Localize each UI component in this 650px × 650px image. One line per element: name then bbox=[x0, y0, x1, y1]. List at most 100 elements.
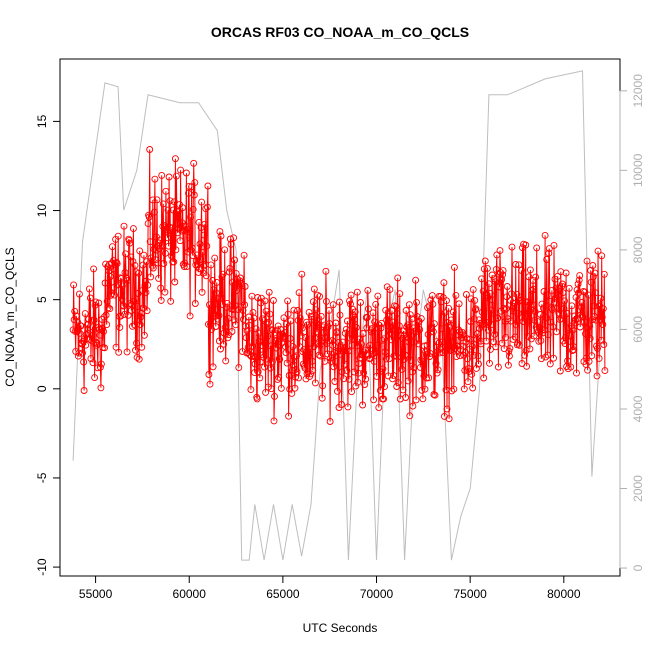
difference-point bbox=[410, 324, 417, 332]
difference-point bbox=[515, 261, 523, 269]
difference-point bbox=[254, 294, 262, 301]
difference-point bbox=[431, 391, 439, 399]
difference-point bbox=[116, 323, 124, 331]
difference-point bbox=[187, 213, 195, 221]
difference-point bbox=[546, 297, 554, 305]
difference-point bbox=[226, 264, 234, 272]
difference-point bbox=[554, 272, 562, 280]
difference-point bbox=[242, 334, 250, 342]
difference-point bbox=[136, 247, 144, 255]
difference-point bbox=[405, 301, 413, 309]
difference-point bbox=[433, 369, 441, 377]
difference-point bbox=[481, 257, 489, 265]
difference-point bbox=[171, 155, 179, 163]
difference-point bbox=[567, 363, 575, 371]
difference-point bbox=[295, 289, 303, 297]
difference-point bbox=[99, 325, 106, 332]
difference-point bbox=[540, 304, 547, 312]
difference-point bbox=[309, 298, 317, 306]
difference-point bbox=[76, 329, 84, 337]
difference-point bbox=[472, 364, 480, 372]
altitude-line-layer bbox=[72, 70, 602, 561]
difference-point bbox=[417, 315, 425, 323]
difference-point bbox=[563, 310, 571, 317]
difference-point bbox=[101, 344, 109, 352]
difference-point bbox=[544, 351, 552, 359]
difference-point bbox=[342, 347, 350, 354]
difference-point bbox=[583, 257, 591, 265]
difference-point bbox=[531, 307, 539, 315]
difference-point bbox=[216, 228, 224, 236]
difference-point bbox=[344, 347, 352, 355]
difference-point bbox=[135, 269, 143, 277]
difference-point bbox=[84, 330, 92, 337]
y2-tick-label: 10000 bbox=[631, 153, 645, 187]
difference-point bbox=[294, 316, 302, 324]
difference-point bbox=[549, 323, 557, 331]
difference-point bbox=[203, 242, 211, 250]
difference-point bbox=[92, 338, 100, 346]
difference-point bbox=[529, 301, 536, 309]
difference-point bbox=[391, 302, 399, 310]
difference-point bbox=[287, 317, 295, 325]
difference-point bbox=[129, 257, 137, 265]
difference-point bbox=[230, 316, 238, 324]
difference-point bbox=[573, 369, 580, 377]
difference-point bbox=[372, 300, 380, 308]
difference-point bbox=[279, 333, 287, 341]
difference-point bbox=[109, 265, 117, 273]
difference-point bbox=[327, 357, 335, 365]
difference-point bbox=[407, 332, 415, 339]
difference-point bbox=[193, 261, 201, 269]
difference-point bbox=[366, 341, 374, 349]
difference-point bbox=[147, 273, 155, 281]
difference-point bbox=[512, 321, 520, 329]
difference-point bbox=[115, 348, 123, 356]
difference-point bbox=[136, 321, 144, 329]
difference-point bbox=[171, 278, 179, 286]
difference-point bbox=[370, 357, 378, 365]
difference-point bbox=[307, 313, 315, 320]
difference-point bbox=[400, 356, 408, 363]
difference-point bbox=[194, 268, 202, 276]
difference-point bbox=[218, 294, 225, 302]
difference-point bbox=[369, 309, 377, 317]
difference-point bbox=[153, 196, 161, 204]
difference-point bbox=[545, 249, 553, 257]
difference-point bbox=[176, 237, 184, 245]
difference-point bbox=[344, 403, 352, 411]
difference-point bbox=[537, 355, 545, 363]
difference-point bbox=[425, 374, 433, 382]
difference-point bbox=[111, 291, 118, 299]
difference-point bbox=[520, 308, 528, 316]
difference-point bbox=[444, 346, 452, 354]
difference-point bbox=[361, 381, 369, 388]
y2-tick-label: 2000 bbox=[631, 475, 645, 502]
difference-point bbox=[92, 298, 100, 306]
difference-point bbox=[582, 330, 589, 338]
difference-point bbox=[249, 342, 256, 350]
difference-point bbox=[125, 236, 133, 244]
difference-point bbox=[482, 337, 490, 345]
x-tick-label: 75000 bbox=[453, 587, 487, 601]
difference-point bbox=[474, 352, 482, 360]
difference-point bbox=[159, 200, 167, 208]
difference-point bbox=[310, 285, 318, 293]
difference-point bbox=[235, 364, 243, 372]
difference-point bbox=[266, 364, 274, 372]
difference-point bbox=[137, 313, 145, 321]
difference-point bbox=[399, 386, 407, 394]
difference-point bbox=[508, 243, 516, 251]
difference-point bbox=[437, 298, 445, 306]
y-tick-label: 5 bbox=[35, 296, 49, 303]
difference-point bbox=[165, 173, 173, 181]
difference-point bbox=[206, 301, 213, 309]
difference-point bbox=[380, 395, 388, 403]
difference-point bbox=[381, 348, 389, 356]
difference-point bbox=[335, 338, 342, 346]
difference-point bbox=[594, 247, 602, 255]
difference-point bbox=[368, 328, 375, 336]
difference-point bbox=[272, 337, 279, 345]
difference-point bbox=[211, 254, 219, 262]
difference-point bbox=[146, 238, 154, 246]
